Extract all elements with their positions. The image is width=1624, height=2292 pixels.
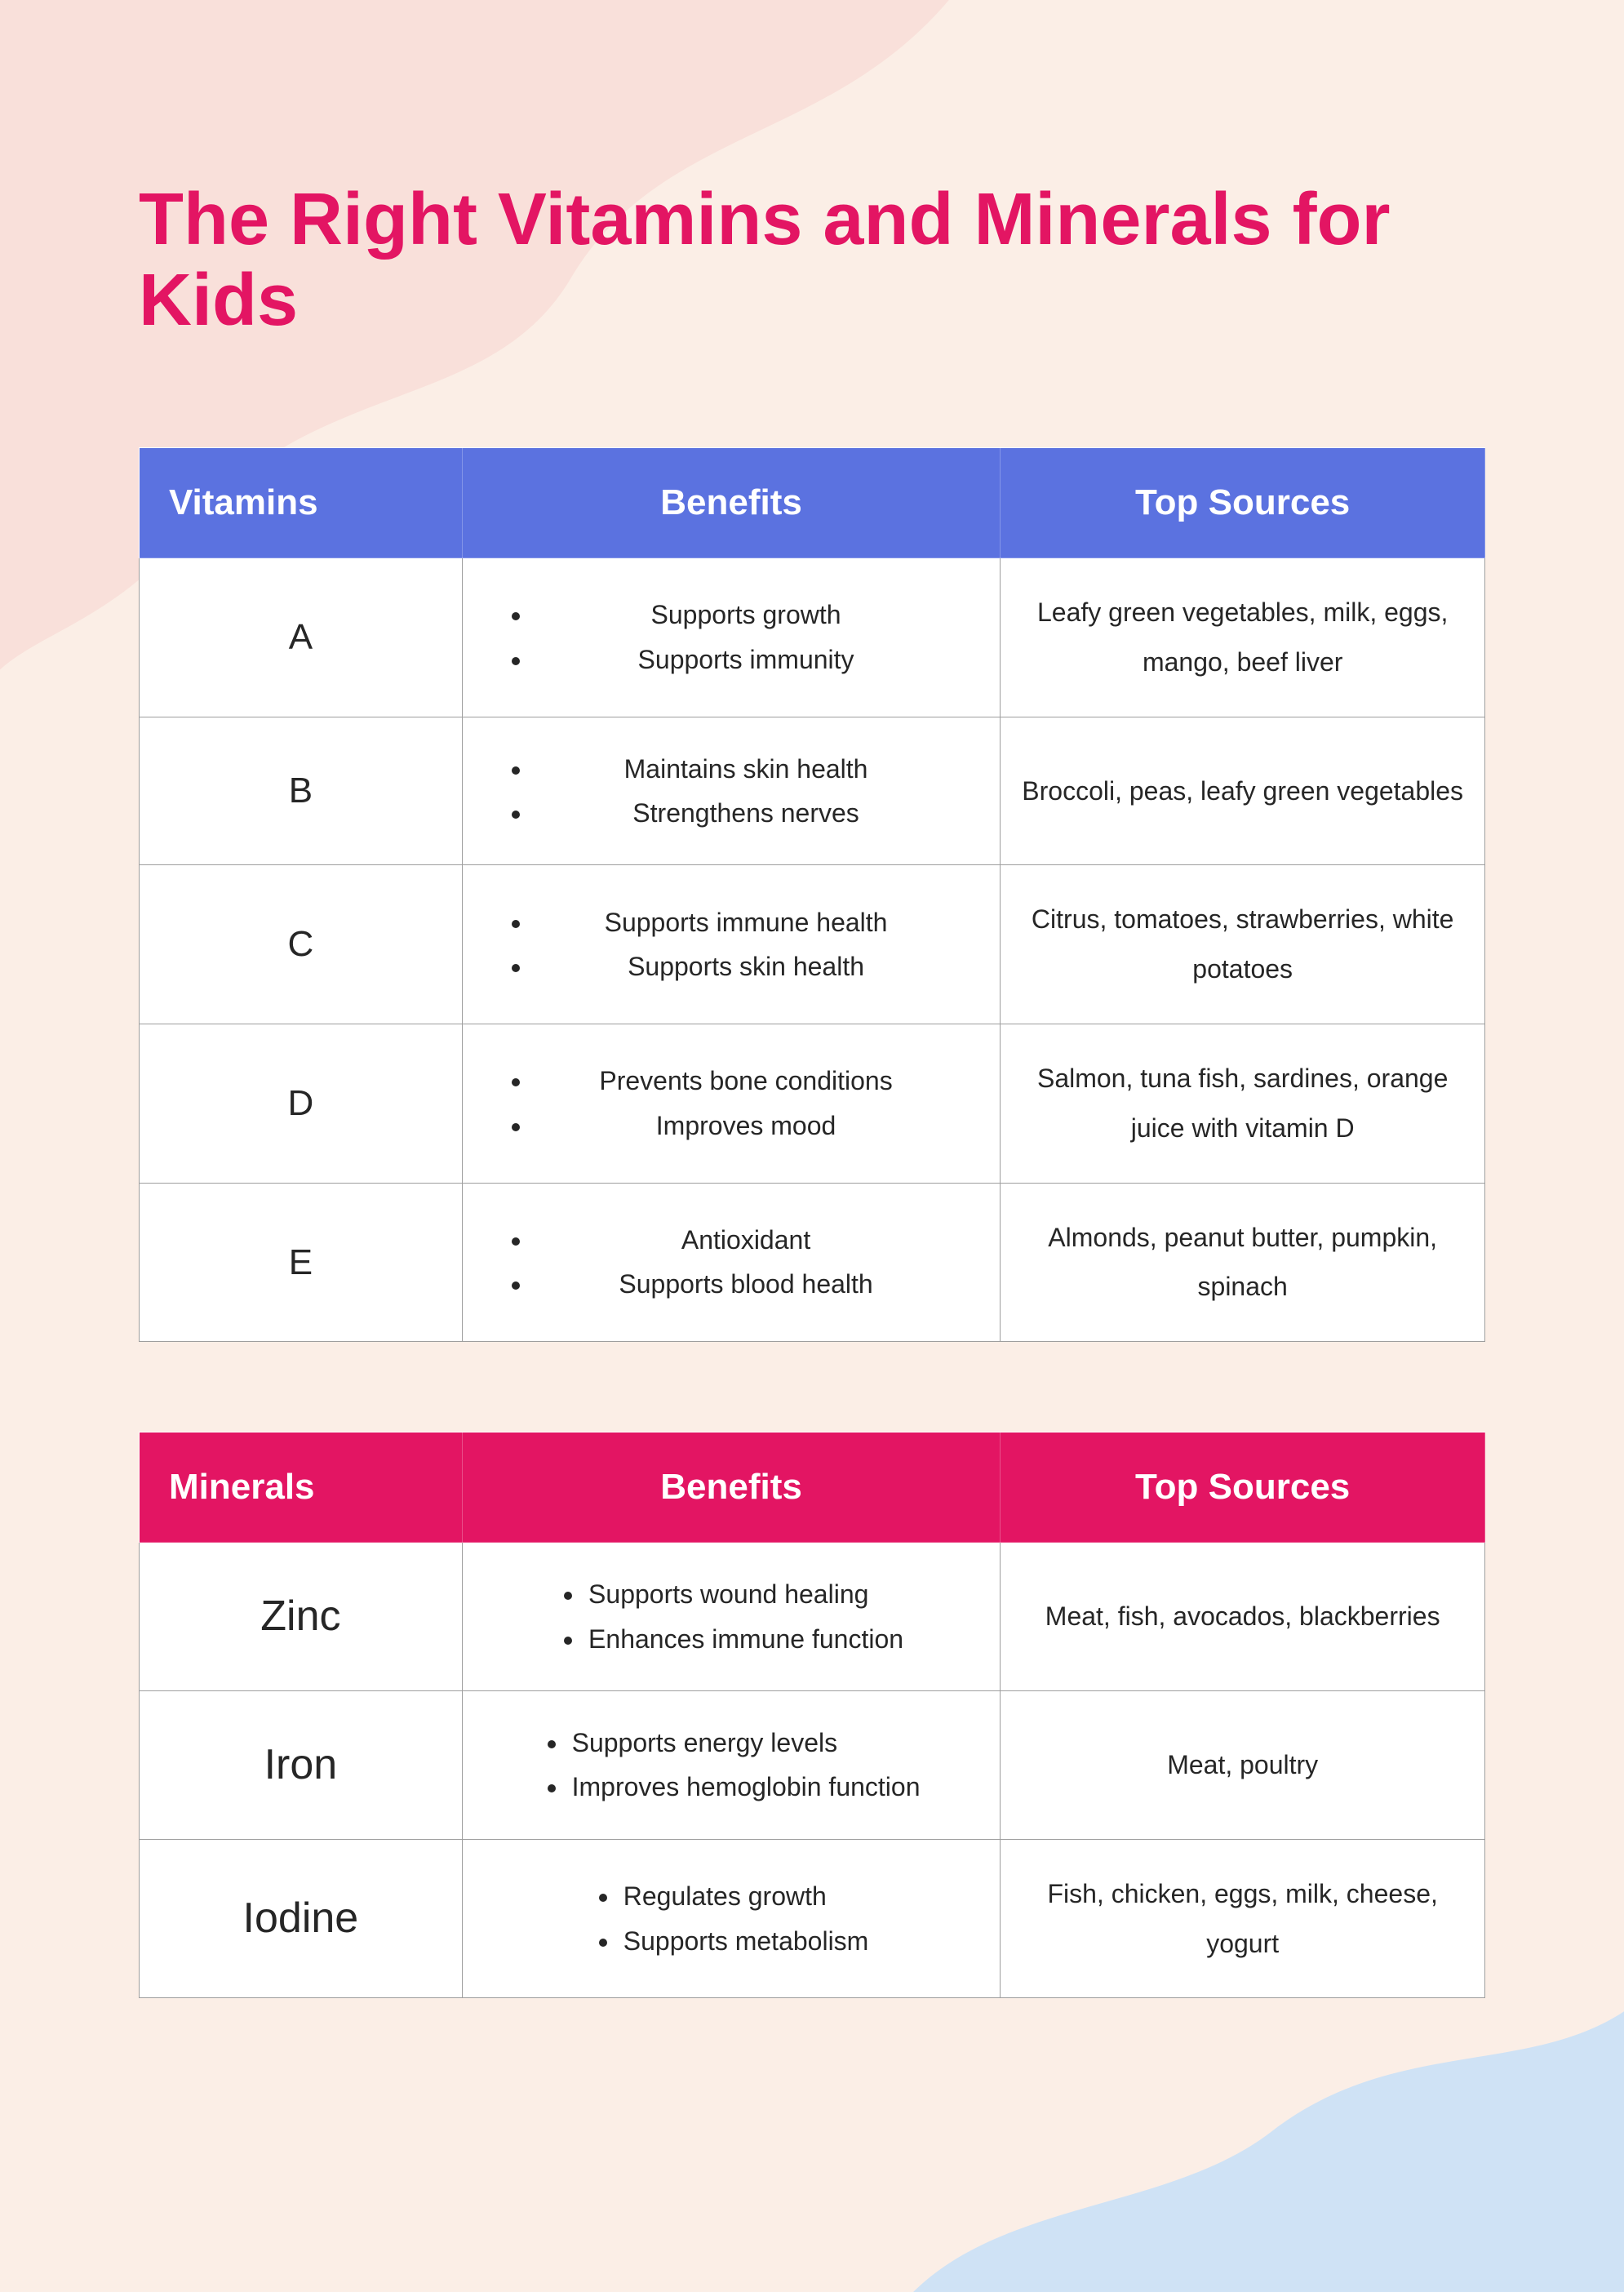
benefit-item: Prevents bone conditions (533, 1059, 956, 1103)
minerals-row-benefits: Supports energy levelsImproves hemoglobi… (462, 1690, 1001, 1839)
vitamins-row-benefits: Maintains skin healthStrengthens nerves (462, 717, 1001, 865)
vitamins-header-1: Benefits (462, 448, 1001, 558)
table-row: ASupports growthSupports immunityLeafy g… (140, 558, 1485, 717)
minerals-header-0: Minerals (140, 1432, 463, 1543)
minerals-row-benefits: Supports wound healingEnhances immune fu… (462, 1543, 1001, 1691)
minerals-row-sources: Meat, poultry (1001, 1690, 1485, 1839)
vitamins-row-name: C (140, 865, 463, 1024)
benefit-item: Strengthens nerves (533, 791, 956, 835)
vitamins-row-benefits: AntioxidantSupports blood health (462, 1183, 1001, 1342)
benefit-item: Supports skin health (533, 944, 956, 988)
benefit-item: Supports wound healing (585, 1572, 903, 1616)
benefit-item: Improves mood (533, 1104, 956, 1148)
benefit-item: Supports energy levels (569, 1721, 921, 1765)
vitamins-header-2: Top Sources (1001, 448, 1485, 558)
table-row: EAntioxidantSupports blood healthAlmonds… (140, 1183, 1485, 1342)
vitamins-row-sources: Citrus, tomatoes, strawberries, white po… (1001, 865, 1485, 1024)
minerals-row-benefits: Regulates growthSupports metabolism (462, 1839, 1001, 1998)
benefit-item: Improves hemoglobin function (569, 1765, 921, 1809)
benefit-item: Enhances immune function (585, 1617, 903, 1661)
table-row: DPrevents bone conditionsImproves moodSa… (140, 1024, 1485, 1183)
vitamins-header-0: Vitamins (140, 448, 463, 558)
benefit-item: Supports blood health (533, 1262, 956, 1306)
page-title: The Right Vitamins and Minerals for Kids (139, 180, 1485, 341)
vitamins-row-sources: Salmon, tuna fish, sardines, orange juic… (1001, 1024, 1485, 1183)
minerals-row-name: Iron (140, 1690, 463, 1839)
vitamins-row-benefits: Supports immune healthSupports skin heal… (462, 865, 1001, 1024)
vitamins-row-benefits: Supports growthSupports immunity (462, 558, 1001, 717)
minerals-row-sources: Meat, fish, avocados, blackberries (1001, 1543, 1485, 1691)
vitamins-row-sources: Leafy green vegetables, milk, eggs, mang… (1001, 558, 1485, 717)
table-row: CSupports immune healthSupports skin hea… (140, 865, 1485, 1024)
minerals-row-sources: Fish, chicken, eggs, milk, cheese, yogur… (1001, 1839, 1485, 1998)
minerals-row-name: Iodine (140, 1839, 463, 1998)
benefit-item: Maintains skin health (533, 747, 956, 791)
table-row: BMaintains skin healthStrengthens nerves… (140, 717, 1485, 865)
benefit-item: Supports metabolism (620, 1919, 869, 1963)
minerals-header-1: Benefits (462, 1432, 1001, 1543)
vitamins-row-name: B (140, 717, 463, 865)
vitamins-row-name: E (140, 1183, 463, 1342)
minerals-row-name: Zinc (140, 1543, 463, 1691)
vitamins-row-benefits: Prevents bone conditionsImproves mood (462, 1024, 1001, 1183)
vitamins-row-name: D (140, 1024, 463, 1183)
table-row: IodineRegulates growthSupports metabolis… (140, 1839, 1485, 1998)
benefit-item: Supports growth (533, 593, 956, 637)
table-row: IronSupports energy levelsImproves hemog… (140, 1690, 1485, 1839)
benefit-item: Supports immune health (533, 900, 956, 944)
benefit-item: Antioxidant (533, 1218, 956, 1262)
vitamins-row-sources: Almonds, peanut butter, pumpkin, spinach (1001, 1183, 1485, 1342)
vitamins-row-sources: Broccoli, peas, leafy green vegetables (1001, 717, 1485, 865)
benefit-item: Regulates growth (620, 1874, 869, 1918)
table-row: ZincSupports wound healingEnhances immun… (140, 1543, 1485, 1691)
vitamins-row-name: A (140, 558, 463, 717)
minerals-table: MineralsBenefitsTop SourcesZincSupports … (139, 1432, 1485, 1998)
benefit-item: Supports immunity (533, 637, 956, 682)
minerals-header-2: Top Sources (1001, 1432, 1485, 1543)
vitamins-table: VitaminsBenefitsTop SourcesASupports gro… (139, 447, 1485, 1342)
